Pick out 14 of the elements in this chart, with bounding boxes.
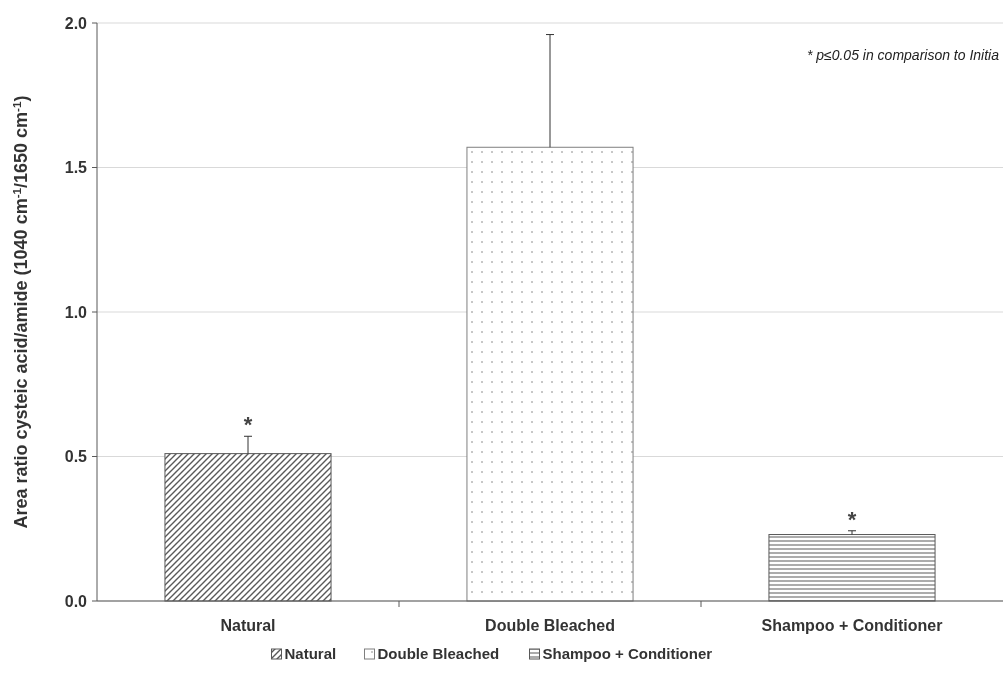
x-tick-label: Double Bleached xyxy=(485,617,615,634)
legend-label: Double Bleached xyxy=(377,645,500,662)
x-tick-label: Natural xyxy=(220,617,276,634)
y-tick-label: 1.0 xyxy=(64,303,88,321)
y-tick-label: 1.5 xyxy=(64,159,88,177)
y-tick-label: 0.0 xyxy=(64,592,88,610)
y-tick-label: 2.0 xyxy=(64,14,88,32)
y-tick-label: 0.5 xyxy=(64,448,88,466)
annotation: * xyxy=(847,506,857,532)
legend-label: Shampoo + Conditioner xyxy=(542,645,713,662)
annotation: * xyxy=(243,412,253,438)
legend-label: Natural xyxy=(284,645,337,662)
annotation: * p≤0.05 in comparison to Initia xyxy=(806,47,1000,63)
x-tick-label: Shampoo + Conditioner xyxy=(761,617,943,634)
